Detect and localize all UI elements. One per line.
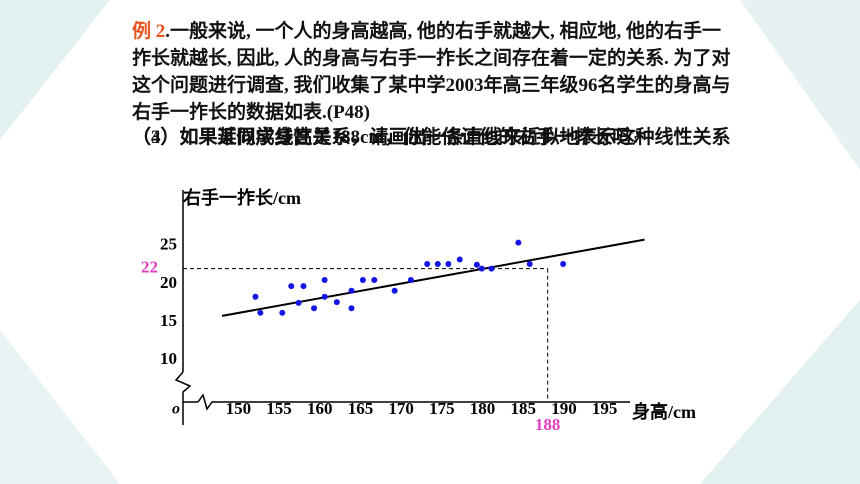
point — [252, 293, 259, 300]
point — [321, 277, 328, 284]
x-tick-label: 165 — [348, 399, 374, 418]
question: （4）如果某同学身高是188cm，你能估计他的右手一拃长吗? — [132, 127, 641, 148]
y-axis-break — [174, 371, 192, 425]
x-axis-label: 身高/cm — [632, 401, 696, 422]
bg-shape — [0, 0, 110, 140]
bg-shape — [700, 300, 860, 484]
point — [279, 309, 286, 316]
point — [560, 261, 567, 268]
point — [445, 261, 452, 268]
point — [333, 299, 340, 306]
point — [288, 283, 295, 290]
y-axis-label: 右手一拃长/cm — [183, 187, 301, 208]
point — [321, 293, 328, 300]
point — [359, 277, 366, 284]
x-tick-label: 155 — [266, 399, 292, 418]
point — [311, 305, 318, 312]
fit-line — [221, 238, 645, 317]
y-tick-label: 10 — [160, 349, 177, 368]
point — [407, 277, 414, 284]
x-tick-label: 195 — [592, 399, 618, 418]
x-tick-label: 175 — [429, 399, 455, 418]
question: （3）如果近似成线性关系，请画出一条直线来近似地表示这种线性关系 — [132, 127, 731, 148]
point — [424, 261, 431, 268]
point — [515, 239, 522, 246]
point — [300, 283, 307, 290]
bg-shape — [740, 0, 860, 170]
point — [488, 265, 495, 272]
guide-x-label: 188 — [535, 415, 561, 434]
point — [478, 265, 485, 272]
point — [434, 261, 441, 268]
point — [257, 309, 264, 316]
guide-y-label: 22 — [141, 258, 158, 277]
x-axis-break — [197, 393, 630, 411]
y-tick-label: 25 — [160, 235, 177, 254]
x-tick-label: 160 — [307, 399, 333, 418]
example-label: 例 2 — [132, 21, 166, 42]
y-tick-label: 20 — [160, 273, 177, 292]
x-tick-label: 185 — [511, 399, 537, 418]
point — [473, 261, 480, 268]
x-tick-label: 190 — [551, 399, 577, 418]
point — [371, 277, 378, 284]
intro: 例 2.一般来说, 一个人的身高越高, 他的右手就越大, 相应地, 他的右手一拃… — [132, 18, 732, 126]
intro-text: .一般来说, 一个人的身高越高, 他的右手就越大, 相应地, 他的右手一拃长就越… — [132, 21, 731, 123]
point — [295, 299, 302, 306]
point — [348, 287, 355, 294]
x-tick-label: 170 — [388, 399, 414, 418]
point — [456, 256, 463, 263]
point — [348, 305, 355, 312]
x-tick-label: 180 — [470, 399, 496, 418]
x-tick-label: 150 — [226, 399, 252, 418]
origin-label: o — [172, 401, 180, 418]
bg-shape — [0, 330, 120, 484]
point — [391, 287, 398, 294]
point — [526, 261, 533, 268]
y-tick-label: 15 — [160, 311, 177, 330]
